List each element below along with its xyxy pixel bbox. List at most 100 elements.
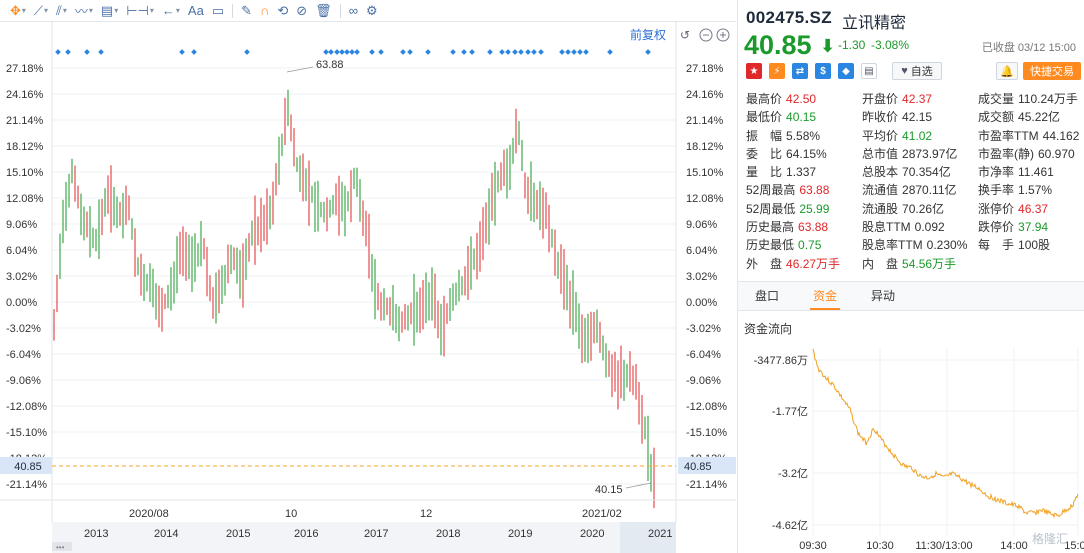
line-tool-icon[interactable]: ⟋ ▾: [33, 2, 49, 18]
stat-cell: 股息TTM 0.092: [862, 218, 945, 235]
stat-label: 换手率: [978, 183, 1015, 198]
event-marker-icon[interactable]: [571, 49, 577, 55]
pen-tool-icon[interactable]: ✎: [241, 2, 253, 18]
stock-code: 002475.SZ: [746, 8, 832, 27]
stat-label: 内 盘: [862, 256, 899, 271]
stats-row: 最低价 40.15 昨收价 42.15 成交额 45.22亿: [746, 108, 1082, 126]
channel-tool-icon[interactable]: ⫽ ▾: [56, 2, 67, 18]
crosshair-icon[interactable]: ✥ ▾: [10, 2, 26, 18]
tag-icon[interactable]: ◆: [838, 63, 854, 79]
stat-label: 成交量: [978, 92, 1015, 106]
stat-cell: 昨收价 42.15: [862, 108, 932, 125]
trash-icon[interactable]: 🗑: [315, 2, 332, 18]
panel-tab[interactable]: 资金: [796, 282, 854, 310]
fib-tool-icon[interactable]: ▤ ▾: [100, 2, 119, 18]
stat-cell: 成交量 110.24万手: [978, 90, 1078, 107]
stats-row: 52周最高 63.88 流通值 2870.11亿 换手率 1.57%: [746, 181, 1082, 199]
event-marker-icon[interactable]: [577, 49, 583, 55]
high-annotation-label: 63.88: [316, 59, 344, 71]
stat-value: 63.88: [798, 220, 829, 235]
y-tick-label: 27.18%: [6, 63, 44, 75]
y-tick-label: -9.06%: [6, 375, 41, 387]
panel-tabs: 盘口 资金 异动: [738, 281, 1084, 311]
navigator-year-label: 2013: [84, 528, 108, 540]
wave-tool-icon[interactable]: 〰 ▾: [74, 4, 93, 19]
y-tick-label: 3.02%: [6, 271, 37, 283]
event-marker-icon[interactable]: [512, 49, 518, 55]
panel-tab[interactable]: 异动: [870, 289, 895, 303]
settings-icon[interactable]: ⚙: [365, 2, 378, 18]
sync-icon[interactable]: ⟲: [277, 2, 289, 18]
stats-row: 外 盘 46.27万手 内 盘 54.56万手: [746, 255, 1082, 273]
y-tick-label: 9.06%: [686, 219, 717, 231]
price-change-pct: -3.08%: [871, 38, 910, 52]
swap-icon[interactable]: ⇄: [792, 63, 808, 79]
panel-tab[interactable]: 盘口: [754, 289, 779, 303]
high-annotation-line: [286, 66, 314, 73]
chart-background: [0, 22, 736, 553]
event-marker-icon[interactable]: [565, 49, 571, 55]
dollar-icon[interactable]: $: [815, 63, 831, 79]
stat-label: 股息率TTM: [862, 238, 923, 253]
stat-cell: 成交额 45.22亿: [978, 108, 1060, 125]
fund-flow-title: 资金流向: [744, 322, 793, 336]
connect-icon[interactable]: ⚡: [769, 63, 785, 79]
reset-icon[interactable]: ↺: [680, 28, 690, 42]
stat-label: 量 比: [746, 165, 783, 180]
fund-flow-chart[interactable]: -3477.86万 -1.77亿 -3.2亿 -4.62亿 09:30 10:30 11:3…: [738, 338, 1084, 553]
stat-value: 70.354亿: [902, 165, 951, 180]
y-tick-label: 27.18%: [686, 63, 724, 75]
china-flag-icon[interactable]: ★: [746, 63, 762, 79]
event-marker-icon[interactable]: [645, 49, 651, 55]
comment-tool-icon[interactable]: ▭: [211, 2, 225, 18]
y-tick-label: -6.04%: [6, 349, 41, 361]
overview-navigator[interactable]: [52, 522, 676, 553]
event-marker-icon[interactable]: [518, 49, 524, 55]
event-marker-icon[interactable]: [531, 49, 537, 55]
y-tick-label: 3.02%: [686, 271, 717, 283]
stat-value: 42.50: [786, 92, 817, 106]
stat-cell: 每 手 100股: [978, 236, 1050, 253]
compare-icon[interactable]: ∞: [348, 3, 358, 18]
flow-y-label: -1.77亿: [772, 405, 808, 418]
navigator-year-label: 2014: [154, 528, 178, 540]
stat-value: 5.58%: [786, 128, 821, 143]
kline-chart[interactable]: 27.18% 24.16% 21.14% 18.12% 15.10% 12.08% 9.06…: [0, 22, 736, 553]
stat-value: 70.26亿: [902, 201, 945, 216]
adjust-mode-button[interactable]: 前复权: [630, 27, 666, 42]
watermark-logo: 格隆汇: [1032, 531, 1068, 546]
arrow-tool-icon[interactable]: ← ▾: [161, 3, 180, 18]
stat-cell: 涨停价 46.37: [978, 200, 1048, 217]
event-marker-icon[interactable]: [583, 49, 589, 55]
stat-label: 历史最高: [746, 220, 795, 235]
add-watchlist-button[interactable]: ♥ 自选: [892, 62, 942, 80]
navigator-window[interactable]: [620, 522, 676, 553]
stat-value: 110.24万手: [1018, 92, 1078, 106]
magnet-icon[interactable]: ∩: [260, 3, 270, 18]
quick-trade-button[interactable]: 快捷交易: [1023, 62, 1081, 80]
low-annotation-label: 40.15: [595, 484, 623, 496]
x-tick-label: 12: [420, 508, 432, 520]
stats-row: 历史最高 63.88 股息TTM 0.092 跌停价 37.94: [746, 218, 1082, 236]
y-tick-label: -9.06%: [686, 375, 721, 387]
zoom-out-icon[interactable]: [699, 28, 713, 42]
text-tool-icon[interactable]: Aa: [187, 3, 204, 18]
event-marker-icon[interactable]: [559, 49, 565, 55]
last-price: 40.85: [744, 30, 812, 60]
candle-series: [53, 89, 655, 509]
event-marker-icon[interactable]: [607, 49, 613, 55]
measure-tool-icon[interactable]: ⊢⊣ ▾: [126, 2, 154, 18]
stat-label: 涨停价: [978, 201, 1015, 216]
alert-bell-icon[interactable]: 🔔: [996, 62, 1018, 80]
flow-y-label: -3.2亿: [778, 467, 808, 480]
event-marker-icon[interactable]: [525, 49, 531, 55]
event-marker-icon[interactable]: [538, 49, 544, 55]
zoom-in-icon[interactable]: [716, 28, 730, 42]
navigator-scroll-handle[interactable]: [52, 542, 72, 551]
hide-icon[interactable]: ⊘: [296, 2, 308, 18]
stat-cell: 总股本 70.354亿: [862, 163, 951, 180]
stat-value: 0.75: [798, 238, 822, 253]
note-icon[interactable]: ▤: [861, 63, 877, 79]
y-tick-label: 12.08%: [6, 193, 44, 205]
quick-actions-row: ★ ⚡ ⇄ $ ◆ ▤ ♥ 自选 🔔 快捷交易: [746, 62, 1081, 82]
